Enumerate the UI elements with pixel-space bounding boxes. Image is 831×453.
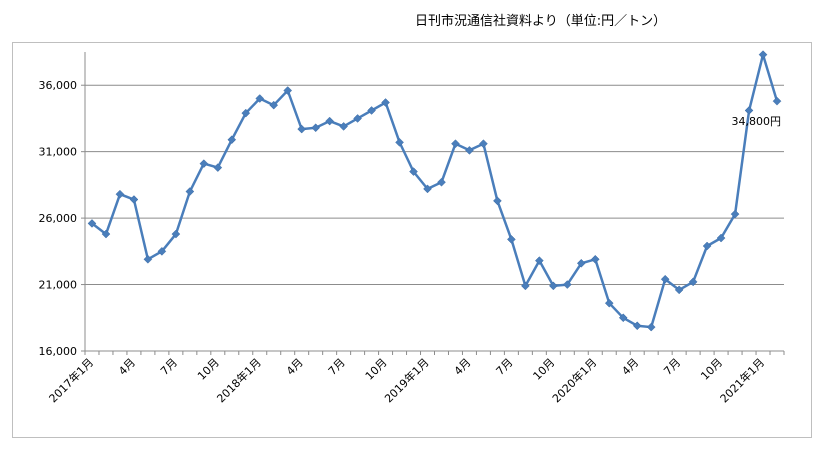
series-group bbox=[87, 50, 782, 332]
data-point bbox=[213, 163, 223, 172]
x-tick-label: 4月 bbox=[116, 356, 138, 378]
data-point bbox=[632, 321, 642, 331]
data-point bbox=[241, 108, 251, 118]
axes bbox=[81, 52, 785, 355]
data-point bbox=[269, 100, 279, 110]
data-point bbox=[297, 124, 307, 134]
data-point bbox=[171, 229, 181, 239]
data-point bbox=[185, 187, 195, 196]
x-tick-label: 4月 bbox=[452, 356, 474, 378]
x-tick-label: 7月 bbox=[661, 356, 683, 378]
data-point bbox=[395, 138, 404, 147]
end-value-label: 34,800円 bbox=[732, 115, 782, 128]
data-point bbox=[702, 241, 712, 251]
x-tick-label: 7月 bbox=[158, 356, 180, 378]
x-tick-label: 2019年1月 bbox=[381, 355, 431, 405]
data-point bbox=[325, 116, 335, 126]
data-point bbox=[562, 280, 572, 289]
x-tick-label: 4月 bbox=[284, 356, 306, 378]
x-tick-label: 10月 bbox=[698, 356, 725, 383]
x-tick-label: 10月 bbox=[531, 356, 558, 383]
data-point bbox=[283, 86, 293, 95]
data-point bbox=[521, 281, 530, 291]
data-point bbox=[87, 219, 97, 228]
data-point bbox=[353, 114, 362, 123]
data-point bbox=[646, 322, 656, 332]
data-point bbox=[716, 233, 726, 243]
y-tick-label: 36,000 bbox=[39, 79, 78, 92]
data-point bbox=[590, 254, 600, 264]
data-point bbox=[367, 106, 376, 115]
x-tick-label: 2017年1月 bbox=[46, 355, 96, 405]
data-point bbox=[688, 277, 698, 287]
data-point bbox=[143, 254, 153, 264]
data-point bbox=[772, 96, 782, 106]
data-point bbox=[227, 135, 237, 145]
x-tick-label: 7月 bbox=[326, 356, 348, 378]
data-point bbox=[199, 159, 209, 168]
data-point bbox=[493, 196, 502, 206]
chart-title: 日刊市況通信社資料より（単位:円／トン） bbox=[415, 14, 667, 29]
data-point bbox=[465, 145, 474, 155]
data-point bbox=[534, 256, 544, 265]
data-point bbox=[157, 246, 167, 256]
y-tick-label: 26,000 bbox=[39, 212, 78, 225]
chart-frame bbox=[12, 42, 812, 438]
data-point bbox=[129, 195, 139, 204]
data-point bbox=[674, 285, 684, 295]
data-point bbox=[311, 123, 321, 133]
data-point bbox=[730, 209, 740, 219]
data-point bbox=[255, 94, 265, 103]
x-tick-label: 4月 bbox=[619, 356, 641, 378]
data-point bbox=[423, 184, 432, 194]
data-point bbox=[437, 177, 446, 187]
annotations: 34,800円 bbox=[732, 115, 782, 128]
series-line bbox=[91, 53, 779, 329]
y-tick-label: 31,000 bbox=[39, 146, 78, 159]
x-tick-label: 2018年1月 bbox=[214, 355, 264, 405]
data-point bbox=[618, 313, 628, 323]
x-tick-label: 7月 bbox=[494, 356, 516, 378]
y-tick-labels: 16,000 21,000 26,000 31,000 36,000 bbox=[39, 79, 78, 358]
data-point bbox=[479, 139, 488, 149]
data-point bbox=[339, 122, 348, 131]
data-point bbox=[101, 229, 111, 239]
x-tick-label: 2021年1月 bbox=[717, 355, 767, 405]
x-tick-label: 10月 bbox=[195, 356, 222, 383]
data-point bbox=[115, 189, 125, 199]
data-point bbox=[451, 139, 460, 149]
x-tick-label: 2020年1月 bbox=[549, 355, 599, 405]
data-point bbox=[758, 50, 768, 60]
data-point bbox=[507, 235, 516, 244]
data-point bbox=[381, 98, 390, 107]
data-point bbox=[548, 281, 558, 291]
data-point bbox=[576, 258, 586, 268]
data-point bbox=[409, 167, 418, 176]
x-tick-label: 10月 bbox=[363, 356, 390, 383]
gridlines bbox=[85, 84, 784, 286]
y-tick-label: 21,000 bbox=[39, 279, 78, 292]
data-point bbox=[744, 106, 754, 115]
data-point bbox=[660, 274, 670, 284]
data-point bbox=[604, 298, 614, 308]
y-tick-label: 16,000 bbox=[39, 345, 78, 358]
